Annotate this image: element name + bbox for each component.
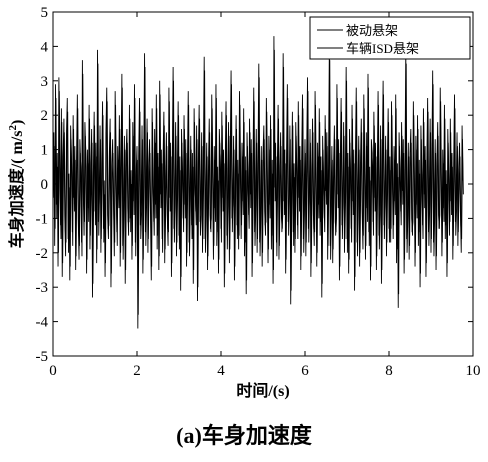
- y-tick-label: -1: [36, 211, 49, 227]
- x-axis-label: 时间/(s): [236, 381, 289, 400]
- figure-caption: (a)车身加速度: [176, 423, 312, 448]
- x-tick-label: 8: [385, 363, 393, 379]
- legend-label-isd: 车辆ISD悬架: [346, 41, 419, 56]
- series-line-isd: [52, 49, 464, 315]
- legend: 被动悬架 车辆ISD悬架: [309, 16, 471, 60]
- x-tick-label: 10: [466, 363, 481, 379]
- plot-frame: [52, 11, 474, 357]
- x-tick-label: 2: [133, 363, 141, 379]
- y-tick-label: 0: [41, 177, 49, 193]
- y-tick-label: 2: [41, 108, 49, 124]
- y-tick-label: 3: [41, 74, 49, 90]
- y-tick-label: -5: [36, 349, 49, 365]
- legend-label-passive: 被动悬架: [346, 23, 398, 38]
- y-tick-label: 4: [41, 39, 49, 55]
- x-tick-label: 6: [301, 363, 309, 379]
- y-tick-label: 1: [41, 143, 49, 159]
- y-tick-label: -2: [36, 246, 49, 262]
- y-axis-label-superscript: 2: [7, 125, 19, 131]
- acceleration-chart: 0 2 4 6 8 10 -5 -4 -3 -2 -1 0 1 2 3 4 5 被动悬架 车辆ISD悬架 时间/…: [7, 5, 481, 400]
- x-tick-label: 0: [49, 363, 57, 379]
- tick-labels-layer: 0 2 4 6 8 10 -5 -4 -3 -2 -1 0 1 2 3 4 5: [36, 5, 481, 379]
- y-tick-label: 5: [41, 5, 49, 21]
- y-tick-label: -3: [36, 280, 49, 296]
- legend-box: [309, 16, 471, 60]
- y-axis-label-tail: ): [9, 120, 26, 125]
- y-axis-label-main: 车身加速度/( m/s: [7, 131, 26, 249]
- y-axis-label: 车身加速度/( m/s2): [7, 120, 26, 249]
- y-tick-label: -4: [36, 315, 49, 331]
- x-tick-label: 4: [217, 363, 225, 379]
- series-layer: [52, 36, 464, 329]
